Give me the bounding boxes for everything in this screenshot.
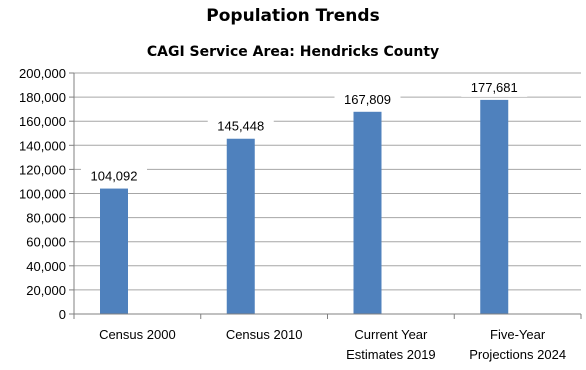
data-label: 177,681 bbox=[471, 80, 518, 95]
category-label: Census 2010 bbox=[226, 327, 303, 342]
data-label-bg bbox=[81, 165, 147, 186]
y-tick-label: 60,000 bbox=[26, 235, 66, 250]
chart-subtitle: CAGI Service Area: Hendricks County bbox=[146, 44, 440, 60]
data-label: 145,448 bbox=[217, 119, 264, 134]
data-labels: 104,092 145,448 167,809 177,681 bbox=[81, 76, 528, 186]
data-label-bg bbox=[334, 88, 401, 109]
category-label: Estimates 2019 bbox=[346, 347, 436, 362]
y-tick-label: 20,000 bbox=[26, 283, 66, 298]
data-label: 167,809 bbox=[344, 92, 391, 107]
category-label: Projections 2024 bbox=[469, 347, 566, 362]
bar bbox=[100, 188, 128, 314]
x-axis bbox=[73, 73, 582, 319]
category-label: Current Year bbox=[354, 327, 428, 342]
y-tick-label: 120,000 bbox=[19, 162, 66, 177]
y-tick-label: 160,000 bbox=[19, 114, 66, 129]
y-tick-label: 180,000 bbox=[19, 90, 66, 105]
category-label: Five-Year bbox=[490, 327, 546, 342]
bar bbox=[226, 138, 255, 314]
data-label: 104,092 bbox=[91, 169, 138, 184]
category-label: Census 2000 bbox=[99, 327, 176, 342]
y-tick-label: 140,000 bbox=[19, 138, 66, 153]
y-axis-ticks: 0 20,000 40,000 60,000 80,000 100,000 120,000 1… bbox=[19, 66, 74, 322]
category-labels: Census 2000 Census 2010 Current Year Estima… bbox=[99, 327, 566, 362]
bar bbox=[480, 99, 509, 314]
bar bbox=[353, 111, 382, 314]
chart-title: Population Trends bbox=[206, 6, 380, 26]
y-tick-label: 40,000 bbox=[26, 259, 66, 274]
bars bbox=[100, 99, 509, 314]
y-tick-label: 0 bbox=[59, 307, 66, 322]
data-label-bg bbox=[207, 115, 274, 136]
data-label-bg bbox=[461, 76, 528, 97]
y-tick-label: 100,000 bbox=[19, 187, 66, 202]
y-tick-label: 80,000 bbox=[26, 211, 66, 226]
y-tick-label: 200,000 bbox=[19, 66, 66, 81]
